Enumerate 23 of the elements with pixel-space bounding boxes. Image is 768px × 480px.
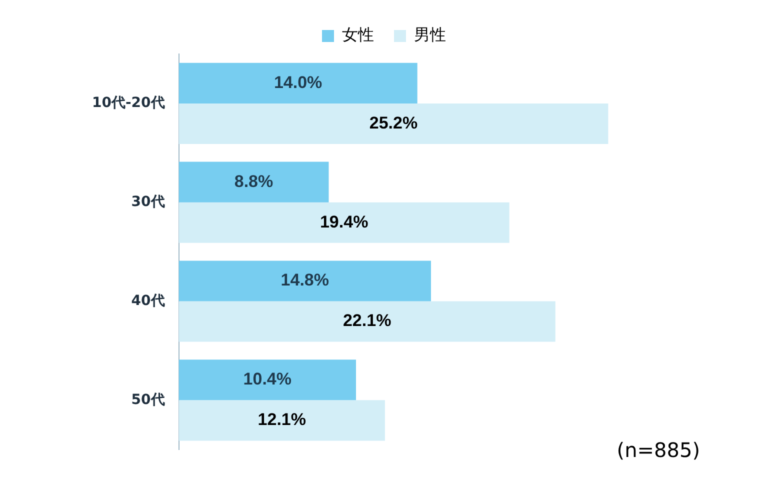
legend-label: 女性 — [342, 25, 374, 44]
y-tick-label: 30代 — [131, 194, 165, 210]
legend-label: 男性 — [414, 25, 446, 44]
data-label: 25.2% — [369, 113, 418, 132]
bar — [178, 202, 510, 243]
data-label: 14.0% — [274, 72, 322, 92]
data-label: 19.4% — [320, 212, 368, 232]
bar — [178, 162, 329, 202]
y-tick-label: 50代 — [131, 392, 165, 408]
bar — [178, 62, 418, 104]
data-label: 14.8% — [280, 270, 329, 290]
bar — [178, 400, 385, 441]
bar — [178, 260, 431, 302]
text: (n=885) — [616, 438, 700, 462]
data-label: 12.1% — [258, 410, 306, 430]
bar — [178, 103, 608, 144]
data-label: 22.1% — [342, 311, 392, 330]
bar — [178, 360, 356, 400]
bar — [178, 301, 556, 342]
y-tick-label: 10代-20代 — [92, 95, 165, 112]
data-label: 10.4% — [243, 370, 292, 389]
y-tick-label: 40代 — [131, 292, 165, 309]
data-label: 8.8% — [234, 172, 274, 191]
